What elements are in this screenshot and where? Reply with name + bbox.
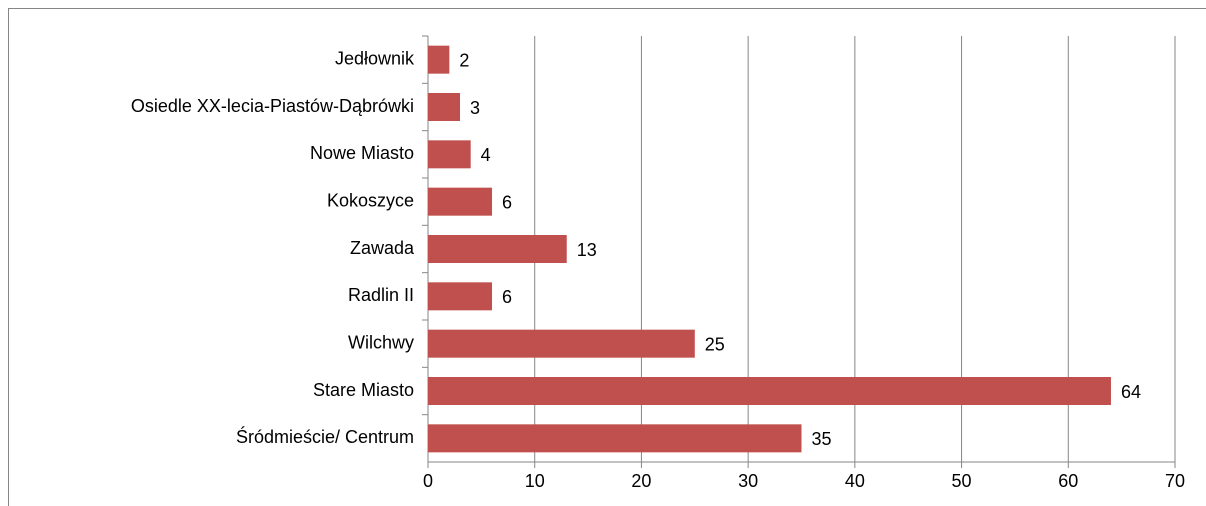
- x-tick-label: 20: [631, 471, 651, 491]
- data-label: 35: [812, 429, 832, 449]
- y-tick-label: Kokoszyce: [327, 190, 414, 210]
- y-tick-label: Osiedle XX-lecia-Piastów-Dąbrówki: [131, 96, 414, 116]
- y-tick-label: Stare Miasto: [313, 380, 414, 400]
- bar: [428, 235, 567, 263]
- data-label: 3: [470, 98, 480, 118]
- data-label: 25: [705, 334, 725, 354]
- bar: [428, 187, 493, 216]
- bar: [428, 93, 461, 121]
- bar: [428, 377, 1111, 405]
- x-tick-label: 70: [1165, 471, 1185, 491]
- y-tick-label: Jedłownik: [335, 48, 415, 68]
- x-tick-label: 30: [738, 471, 758, 491]
- y-tick-label: Radlin II: [348, 285, 414, 305]
- data-label: 6: [502, 192, 512, 212]
- y-tick-label: Zawada: [350, 238, 415, 258]
- bar: [428, 424, 802, 453]
- bar: [428, 329, 695, 358]
- data-label: 6: [502, 287, 512, 307]
- y-tick-label: Śródmieście/ Centrum: [236, 426, 414, 447]
- bar: [428, 140, 471, 169]
- x-tick-label: 40: [845, 471, 865, 491]
- x-tick-label: 50: [952, 471, 972, 491]
- data-label: 4: [481, 145, 491, 165]
- data-label: 2: [459, 50, 469, 70]
- y-tick-label: Nowe Miasto: [310, 143, 414, 163]
- y-tick-label: Wilchwy: [348, 332, 414, 352]
- data-label: 64: [1121, 382, 1141, 402]
- x-tick-label: 60: [1058, 471, 1078, 491]
- bar: [428, 282, 493, 311]
- data-label: 13: [577, 240, 597, 260]
- chart-border: [8, 8, 1206, 506]
- bar: [428, 45, 450, 74]
- x-tick-label: 0: [423, 471, 433, 491]
- x-tick-label: 10: [525, 471, 545, 491]
